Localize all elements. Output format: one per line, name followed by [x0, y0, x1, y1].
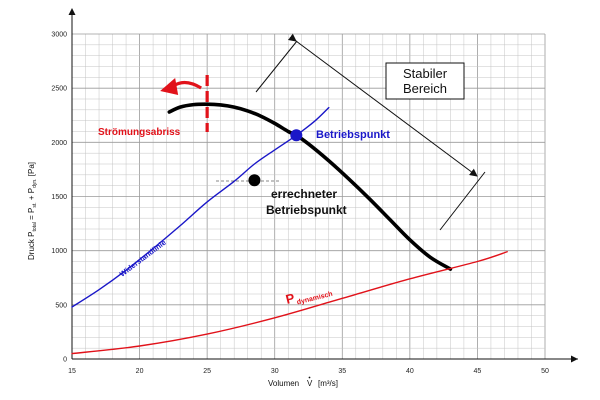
y-tick-label: 2500: [51, 86, 67, 93]
stable-region-annotation: Stabiler Bereich: [255, 33, 486, 231]
x-tick-label: 15: [68, 368, 76, 375]
y-axis-label: Druck Ptotal = Pst. + Pdyn. [Pa]: [27, 162, 38, 260]
x-axis-symbol: V: [307, 379, 313, 388]
dynamic-pressure-line: [71, 251, 508, 355]
calculated-point-label-line1: errechneter: [271, 187, 337, 201]
calculated-point-label-line2: Betriebspunkt: [266, 203, 347, 217]
x-tick-label: 45: [474, 368, 482, 375]
y-axis-label-part: + P: [27, 188, 36, 202]
x-axis-arrow: [571, 355, 578, 363]
stall-arrow-shaft: [172, 80, 202, 90]
calculated-point-marker: [248, 174, 261, 187]
stable-region-extension-lower: [439, 171, 486, 231]
y-axis-label-part: [Pa]: [27, 162, 36, 178]
stable-region-label-line1: Stabiler: [403, 66, 448, 81]
x-tick-label: 35: [338, 368, 346, 375]
stable-region-extension-upper: [255, 40, 298, 93]
x-tick-label: 50: [541, 368, 549, 375]
x-tick-label: 30: [271, 368, 279, 375]
y-axis-label-part: = P: [27, 208, 36, 222]
operating-point-marker: [290, 129, 303, 142]
chart-axes: [68, 8, 578, 363]
y-tick-label: 3000: [51, 32, 67, 39]
y-tick-label: 500: [55, 302, 67, 309]
x-axis-symbol-dot: [308, 376, 311, 379]
x-axis-title: Volumen V [m³/s]: [268, 376, 338, 388]
x-tick-label: 25: [203, 368, 211, 375]
x-tick-label: 40: [406, 368, 414, 375]
y-axis-label-sub: total: [32, 222, 38, 231]
y-tick-label: 1500: [51, 194, 67, 201]
stable-region-label-line2: Bereich: [403, 81, 447, 96]
operating-point-label: Betriebspunkt: [316, 129, 390, 141]
chart-grid: [71, 33, 546, 360]
y-axis-label-sub: st.: [32, 202, 38, 207]
x-tick-label: 20: [136, 368, 144, 375]
x-axis-label: Volumen: [268, 379, 299, 388]
y-axis-arrow: [68, 8, 76, 15]
stable-region-dimension-line: [287, 33, 478, 177]
y-axis-label-part: Druck P: [27, 232, 36, 260]
y-tick-label: 2000: [51, 140, 67, 147]
chart-points: [248, 129, 303, 187]
y-tick-label: 0: [63, 357, 67, 364]
stall-arrow-head: [160, 78, 179, 95]
y-tick-label: 1000: [51, 248, 67, 255]
x-axis-unit: [m³/s]: [318, 379, 338, 388]
stall-marker: [160, 75, 209, 132]
y-axis-label-sub: dyn.: [32, 178, 38, 187]
stable-region-box: [385, 62, 465, 100]
stall-label: Strömungsabriss: [98, 127, 181, 138]
dynamic-pressure-label-main: P: [284, 290, 296, 307]
